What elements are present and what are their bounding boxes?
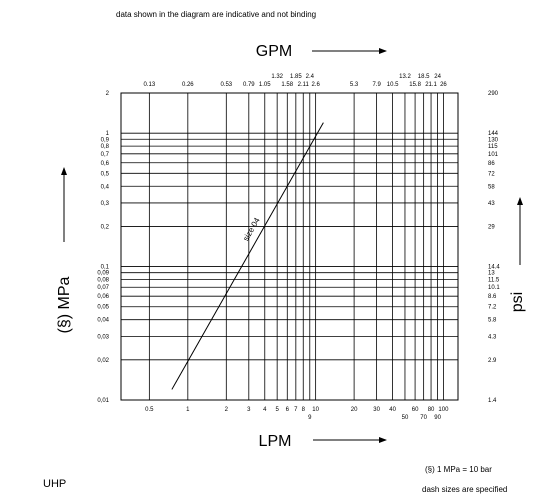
y-tick-label-psi: 43 (488, 201, 495, 207)
y-tick-label-psi: 11.5 (488, 278, 500, 284)
bottom-axis-unit-label: LPM (259, 433, 292, 450)
x-tick-label-gpm: 7.9 (372, 82, 381, 88)
grid-lines (121, 92, 458, 401)
x-tick-label-gpm: 21.1 (425, 82, 437, 88)
x-tick-label-gpm: 0.13 (144, 82, 156, 88)
y-tick-label-psi: 1.4 (488, 398, 497, 404)
x-tick-label-lpm: 5 (275, 407, 279, 413)
left-axis-unit-label: (§) MPa (56, 276, 73, 333)
x-tick-label-lpm: 6 (286, 407, 290, 413)
y-tick-label-mpa: 0,04 (97, 318, 109, 324)
y-tick-label-mpa: 0,06 (97, 294, 109, 300)
y-tick-label-mpa: 0,1 (101, 265, 110, 271)
x-tick-label-gpm: 13.2 (399, 74, 411, 80)
x-tick-label-lpm: 3 (247, 407, 251, 413)
y-tick-label-psi: 86 (488, 161, 495, 167)
y-tick-label-mpa: 0,01 (97, 398, 109, 404)
series-line (171, 122, 324, 390)
x-tick-label-lpm: 30 (373, 407, 380, 413)
x-tick-label-gpm: 10.5 (387, 82, 399, 88)
x-tick-label-gpm: 2.11 (298, 82, 310, 88)
x-tick-label-lpm: 10 (312, 407, 319, 413)
y-tick-label-mpa: 0,4 (101, 184, 110, 190)
y-tick-label-psi: 72 (488, 171, 495, 177)
y-tick-label-mpa: 0,02 (97, 358, 109, 364)
y-tick-label-psi: 115 (488, 144, 498, 150)
x-tick-label-lpm: 70 (420, 415, 427, 421)
x-tick-label-gpm: 0.53 (220, 82, 232, 88)
right-axis-unit-label: psi (509, 292, 526, 312)
y-tick-label-mpa: 0,03 (97, 334, 109, 340)
x-tick-label-gpm: 1.05 (259, 82, 271, 88)
x-tick-label-gpm: 2.6 (311, 82, 320, 88)
y-tick-label-psi: 144 (488, 131, 499, 137)
y-tick-label-mpa: 0,6 (101, 161, 110, 167)
y-tick-label-mpa: 0,05 (97, 305, 109, 311)
dash-sizes-note: dash sizes are specified (422, 485, 508, 494)
y-tick-label-mpa: 0,2 (101, 224, 110, 230)
x-tick-label-lpm: 40 (389, 407, 396, 413)
y-tick-label-mpa: 0,3 (101, 201, 110, 207)
y-tick-label-psi: 290 (488, 91, 499, 97)
y-tick-label-psi: 2.9 (488, 358, 497, 364)
x-tick-label-gpm: 5.3 (350, 82, 359, 88)
top-axis-unit-label: GPM (256, 43, 292, 60)
x-tick-label-lpm: 4 (263, 407, 267, 413)
x-tick-label-lpm: 50 (402, 415, 409, 421)
conversion-note: (§) 1 MPa = 10 bar (425, 465, 492, 474)
x-tick-label-gpm: 2.4 (306, 74, 315, 80)
x-tick-label-lpm: 20 (351, 407, 358, 413)
y-tick-label-psi: 29 (488, 224, 495, 230)
y-tick-label-psi: 130 (488, 137, 499, 143)
y-tick-label-mpa: 0,5 (101, 171, 110, 177)
y-tick-label-mpa: 0,9 (101, 137, 110, 143)
y-tick-label-mpa: 1 (106, 131, 110, 137)
x-tick-label-gpm: 26 (440, 82, 447, 88)
x-tick-label-lpm: 80 (428, 407, 435, 413)
y-tick-label-psi: 5.8 (488, 318, 497, 324)
x-tick-label-gpm: 15.8 (409, 82, 421, 88)
x-tick-label-gpm: 18.5 (418, 74, 430, 80)
disclaimer-text: data shown in the diagram are indicative… (116, 10, 317, 19)
y-tick-label-psi: 7.2 (488, 305, 497, 311)
series-label: size 04 (241, 216, 262, 243)
x-tick-label-lpm: 90 (434, 415, 441, 421)
product-name: UHP (43, 478, 67, 490)
y-tick-label-psi: 10.1 (488, 285, 500, 291)
y-tick-label-psi: 13 (488, 271, 495, 277)
x-tick-label-gpm: 1.58 (281, 82, 293, 88)
x-tick-label-lpm: 60 (412, 407, 419, 413)
x-tick-label-lpm: 1 (186, 407, 190, 413)
plot-frame (120, 92, 459, 401)
y-tick-label-psi: 58 (488, 184, 495, 190)
x-tick-label-gpm: 1.32 (271, 74, 283, 80)
x-tick-label-lpm: 7 (294, 407, 298, 413)
x-tick-label-gpm: 1.85 (290, 74, 302, 80)
x-tick-label-lpm: 2 (225, 407, 229, 413)
x-tick-label-lpm: 9 (308, 415, 312, 421)
x-tick-label-lpm: 100 (438, 407, 449, 413)
y-tick-label-mpa: 0,07 (97, 285, 109, 291)
x-tick-label-gpm: 0.26 (182, 82, 194, 88)
x-tick-label-lpm: 8 (302, 407, 306, 413)
y-tick-label-mpa: 0,8 (101, 144, 110, 150)
y-tick-label-psi: 4.3 (488, 334, 497, 340)
y-tick-label-psi: 8.6 (488, 294, 497, 300)
y-tick-label-psi: 101 (488, 152, 499, 158)
x-tick-label-gpm: 0.79 (243, 82, 255, 88)
y-tick-label-mpa: 0,7 (101, 152, 110, 158)
y-tick-label-mpa: 0,08 (97, 278, 109, 284)
y-tick-label-psi: 14.4 (488, 265, 500, 271)
y-tick-label-mpa: 2 (106, 91, 110, 97)
x-tick-label-gpm: 24 (434, 74, 441, 80)
x-tick-label-lpm: 0.5 (145, 407, 154, 413)
y-tick-label-mpa: 0,09 (97, 271, 109, 277)
